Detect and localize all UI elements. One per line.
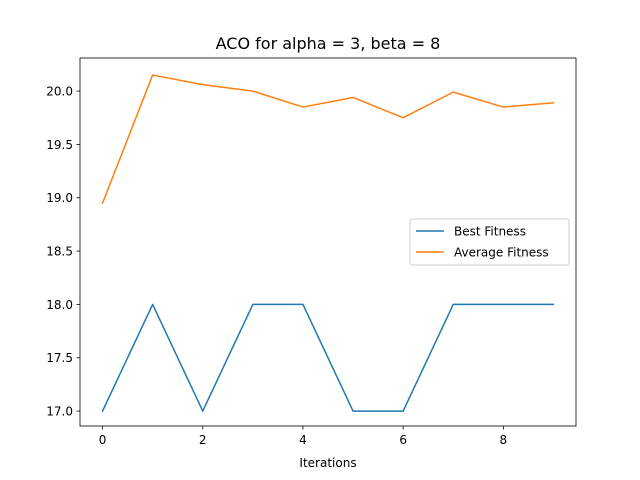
chart-title: ACO for alpha = 3, beta = 8	[216, 34, 441, 53]
legend-box	[409, 218, 570, 266]
x-tick-label: 2	[199, 433, 207, 447]
legend: Best Fitness Average Fitness	[409, 218, 570, 266]
y-tick-label: 17.5	[46, 351, 73, 365]
series-line-average-fitness	[101, 74, 555, 205]
series-line-best-fitness	[101, 303, 555, 413]
x-tick-label: 4	[299, 433, 307, 447]
axes-frame	[79, 57, 577, 427]
legend-label: Best Fitness	[454, 225, 526, 239]
y-tick-label: 20.0	[46, 85, 73, 99]
x-axis-label: Iterations	[299, 456, 356, 470]
x-tick-label: 6	[399, 433, 407, 447]
y-tick-label: 18.0	[46, 298, 73, 312]
y-tick-label: 18.5	[46, 245, 73, 259]
y-tick-label: 17.0	[46, 405, 73, 419]
plot-area: 0 2 4 6 8 17.0 17.5 18.0 18.5 19.0 19.5 20.0	[46, 57, 577, 447]
y-tick-label: 19.0	[46, 191, 73, 205]
x-tick-label: 8	[500, 433, 508, 447]
x-tick-label: 0	[99, 433, 107, 447]
legend-label: Average Fitness	[454, 246, 549, 260]
y-tick-label: 19.5	[46, 138, 73, 152]
